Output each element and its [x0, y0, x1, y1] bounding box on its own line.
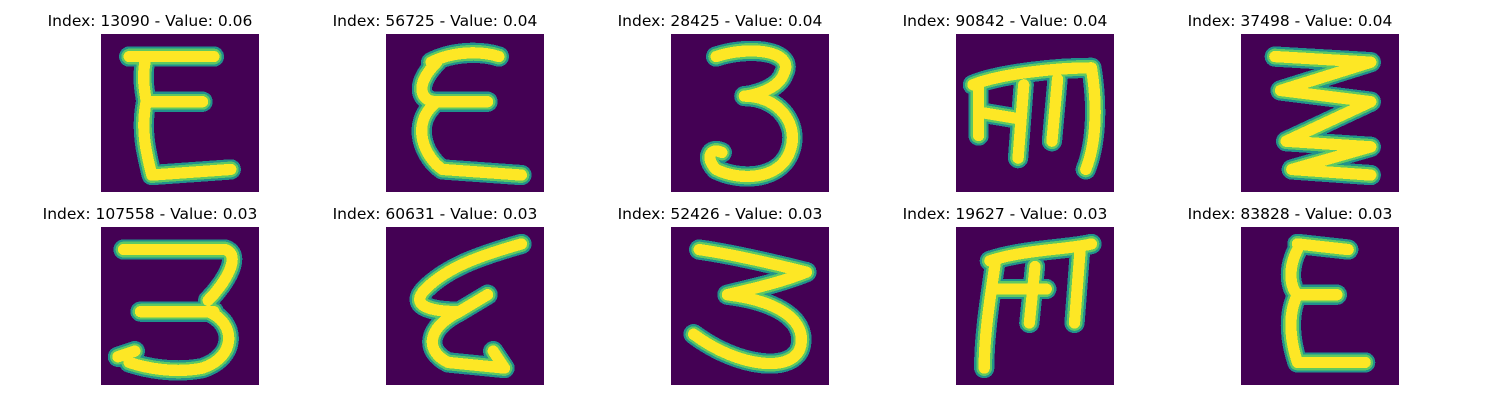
- glyph-stroke: [1274, 84, 1377, 108]
- digit-image: [671, 227, 829, 385]
- glyph-stroke: [1274, 56, 1377, 97]
- glyph-stroke: [436, 163, 528, 181]
- sample-panel: Index: 19627 - Value: 0.03: [855, 193, 1155, 385]
- sample-panel: Index: 56725 - Value: 0.04: [285, 0, 585, 192]
- glyph-stroke: [146, 163, 237, 181]
- glyph-stroke: [687, 289, 807, 370]
- glyph-stroke: [416, 96, 449, 176]
- glyph-stroke: [1080, 62, 1101, 176]
- glyph-stroke: [1046, 73, 1064, 147]
- glyph-stroke: [138, 96, 158, 181]
- glyph-stroke: [978, 107, 1024, 125]
- sample-panel: Index: 60631 - Value: 0.03: [285, 193, 585, 385]
- glyph-stroke: [426, 306, 511, 374]
- digit-image: [956, 227, 1114, 385]
- sample-title: Index: 56725 - Value: 0.04: [332, 12, 538, 30]
- sample-panel: Index: 28425 - Value: 0.04: [570, 0, 870, 192]
- glyph-stroke: [1068, 243, 1086, 329]
- digit-image: [1241, 34, 1399, 192]
- digit-image: [956, 34, 1114, 192]
- sample-title: Index: 107558 - Value: 0.03: [42, 205, 258, 223]
- sample-panel: Index: 52426 - Value: 0.03: [570, 193, 870, 385]
- sample-title: Index: 52426 - Value: 0.03: [617, 205, 823, 223]
- sample-title: Index: 13090 - Value: 0.06: [47, 12, 253, 30]
- glyph-stroke: [117, 243, 238, 307]
- sample-title: Index: 90842 - Value: 0.04: [902, 12, 1108, 30]
- sample-title: Index: 83828 - Value: 0.03: [1187, 205, 1393, 223]
- sample-title: Index: 19627 - Value: 0.03: [902, 205, 1108, 223]
- glyph-stroke: [1291, 238, 1354, 256]
- glyph-stroke: [1285, 289, 1304, 369]
- sample-title: Index: 28425 - Value: 0.04: [617, 12, 823, 30]
- glyph-stroke: [704, 90, 799, 183]
- digit-image: [671, 34, 829, 192]
- glyph-stroke: [414, 238, 528, 318]
- sample-title: Index: 37498 - Value: 0.04: [1187, 12, 1393, 30]
- glyph-stroke: [138, 50, 152, 108]
- sample-panel: Index: 107558 - Value: 0.03: [0, 193, 300, 385]
- digit-image: [386, 227, 544, 385]
- sample-panel: Index: 90842 - Value: 0.04: [855, 0, 1155, 192]
- glyph-stroke: [1286, 141, 1377, 181]
- glyph-stroke: [693, 243, 813, 301]
- glyph-stroke: [1269, 50, 1377, 68]
- glyph-stroke: [123, 306, 235, 377]
- glyph-stroke: [1285, 243, 1304, 301]
- digit-image: [1241, 227, 1399, 385]
- digit-image: [386, 34, 544, 192]
- sample-panel: Index: 37498 - Value: 0.04: [1140, 0, 1440, 192]
- glyph-stroke: [1023, 260, 1041, 329]
- sample-panel: Index: 13090 - Value: 0.06: [0, 0, 300, 192]
- digit-image: [101, 227, 259, 385]
- glyph-stroke: [112, 345, 141, 363]
- glyph-stroke: [1280, 96, 1377, 147]
- sample-title: Index: 60631 - Value: 0.03: [332, 205, 538, 223]
- sample-panel: Index: 83828 - Value: 0.03: [1140, 193, 1440, 385]
- digit-image: [101, 34, 259, 192]
- glyph-stroke: [978, 255, 1002, 374]
